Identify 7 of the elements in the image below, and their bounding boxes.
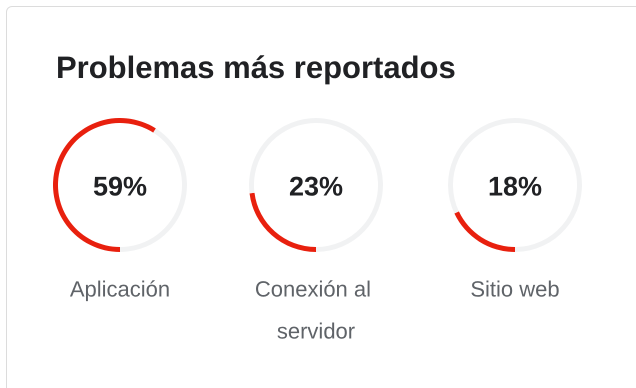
data-label: 59% bbox=[92, 172, 148, 202]
text: Problemas más reportados bbox=[56, 50, 456, 86]
slice-label: Aplicación bbox=[70, 276, 170, 302]
slice-label: Sitio web bbox=[470, 276, 560, 302]
data-label: 18% bbox=[488, 172, 542, 202]
data-label: 23% bbox=[288, 172, 344, 202]
slice-label: Conexión al servidor bbox=[254, 276, 378, 344]
